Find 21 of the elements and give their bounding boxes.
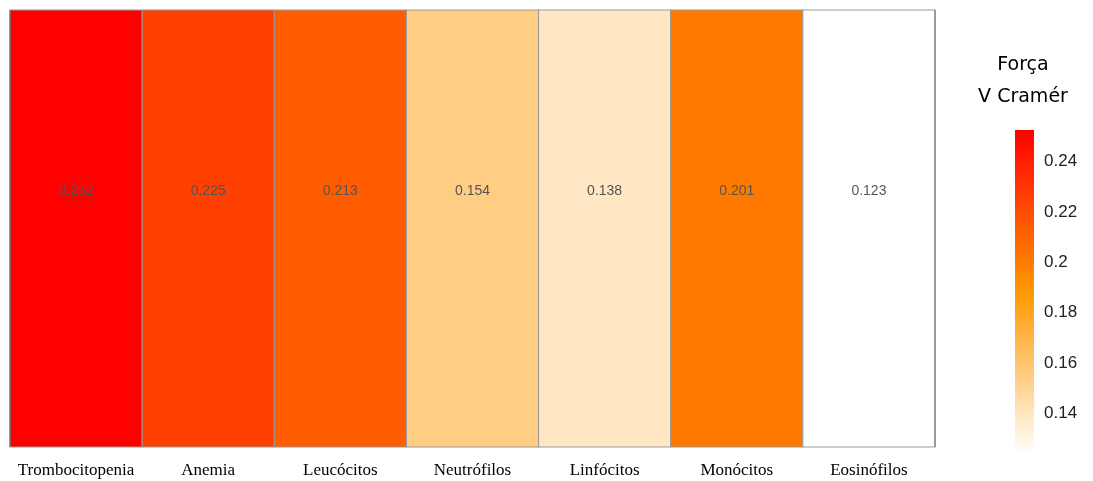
x-tick-label: Neutrófilos bbox=[433, 460, 512, 479]
color-bar-label: 0.24 bbox=[1044, 151, 1078, 171]
data-label: 0.123 bbox=[851, 182, 887, 198]
color-bar-label: 0.18 bbox=[1044, 302, 1078, 322]
x-tick-label: Monócitos bbox=[700, 460, 774, 479]
data-label: 0.154 bbox=[454, 182, 491, 198]
data-label: 0.201 bbox=[719, 182, 755, 198]
data-label: 0.225 bbox=[190, 182, 226, 198]
x-tick-label: Leucócitos bbox=[303, 460, 378, 479]
x-tick-label: Eosinófilos bbox=[830, 460, 908, 479]
x-tick-label: Anemia bbox=[181, 460, 236, 479]
color-bar-label: 0.2 bbox=[1044, 251, 1068, 271]
color-bar-label: 0.22 bbox=[1044, 201, 1078, 221]
color-bar-label: 0.14 bbox=[1044, 403, 1078, 423]
x-tick-label: Linfócitos bbox=[569, 460, 640, 479]
color-bar-title: Força V Cramér bbox=[978, 52, 1069, 106]
data-label: 0.138 bbox=[587, 182, 623, 198]
data-label: 0.252 bbox=[58, 182, 94, 198]
x-tick-label: Trombocitopenia bbox=[17, 460, 135, 479]
color-bar-label: 0.16 bbox=[1044, 352, 1078, 372]
data-label: 0.213 bbox=[322, 182, 359, 198]
